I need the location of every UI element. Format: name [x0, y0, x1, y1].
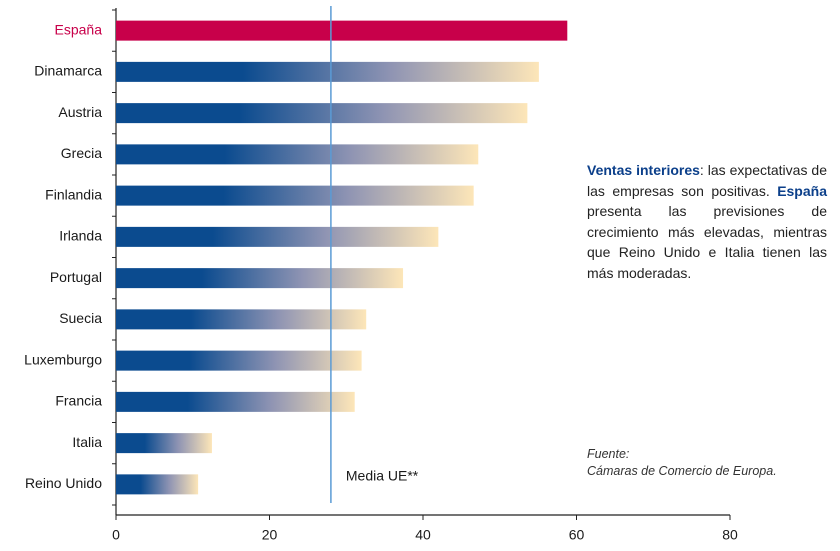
annotation-text: : las expecta­tivas de las empresas son … — [587, 162, 827, 199]
bar — [116, 268, 404, 289]
y-tick-label: Austria — [58, 104, 102, 120]
y-tick-label: Italia — [72, 434, 102, 450]
x-tick-label: 0 — [112, 527, 120, 543]
x-tick-label: 60 — [569, 527, 585, 543]
reference-label: Media UE** — [346, 468, 419, 484]
y-tick-label: Finlandia — [45, 186, 102, 202]
x-tick-label: 80 — [722, 527, 738, 543]
y-tick-label: Portugal — [50, 269, 102, 285]
bar — [116, 61, 539, 82]
bar — [116, 144, 479, 165]
bar — [116, 20, 568, 41]
y-tick-label: Luxemburgo — [24, 351, 102, 367]
source: Fuente: Cámaras de Comercio de Europa. — [587, 446, 837, 480]
x-tick-label: 40 — [415, 527, 431, 543]
annotation-text: presenta las pre­visiones de crecimiento… — [587, 203, 827, 281]
x-tick-label: 20 — [262, 527, 278, 543]
bar — [116, 391, 355, 412]
y-tick-label: España — [55, 21, 103, 37]
annotation-text: España — [777, 182, 827, 199]
bar — [116, 185, 474, 206]
y-tick-label: Irlanda — [59, 228, 102, 244]
bar — [116, 309, 367, 330]
bar — [116, 474, 199, 495]
source-line: Cámaras de Comercio de Europa. — [587, 464, 777, 478]
source-line: Fuente: — [587, 447, 630, 461]
bar — [116, 103, 528, 124]
y-tick-label: Reino Unido — [25, 475, 102, 491]
y-tick-label: Francia — [55, 393, 102, 409]
y-tick-label: Dinamarca — [34, 63, 102, 79]
bar — [116, 226, 439, 247]
y-tick-label: Grecia — [61, 145, 102, 161]
annotation-text: Ventas interiores — [587, 162, 700, 178]
bar — [116, 350, 362, 371]
annotation: Ventas interiores: las expecta­tivas de … — [587, 160, 827, 283]
bar — [116, 433, 212, 454]
y-tick-label: Suecia — [59, 310, 102, 326]
